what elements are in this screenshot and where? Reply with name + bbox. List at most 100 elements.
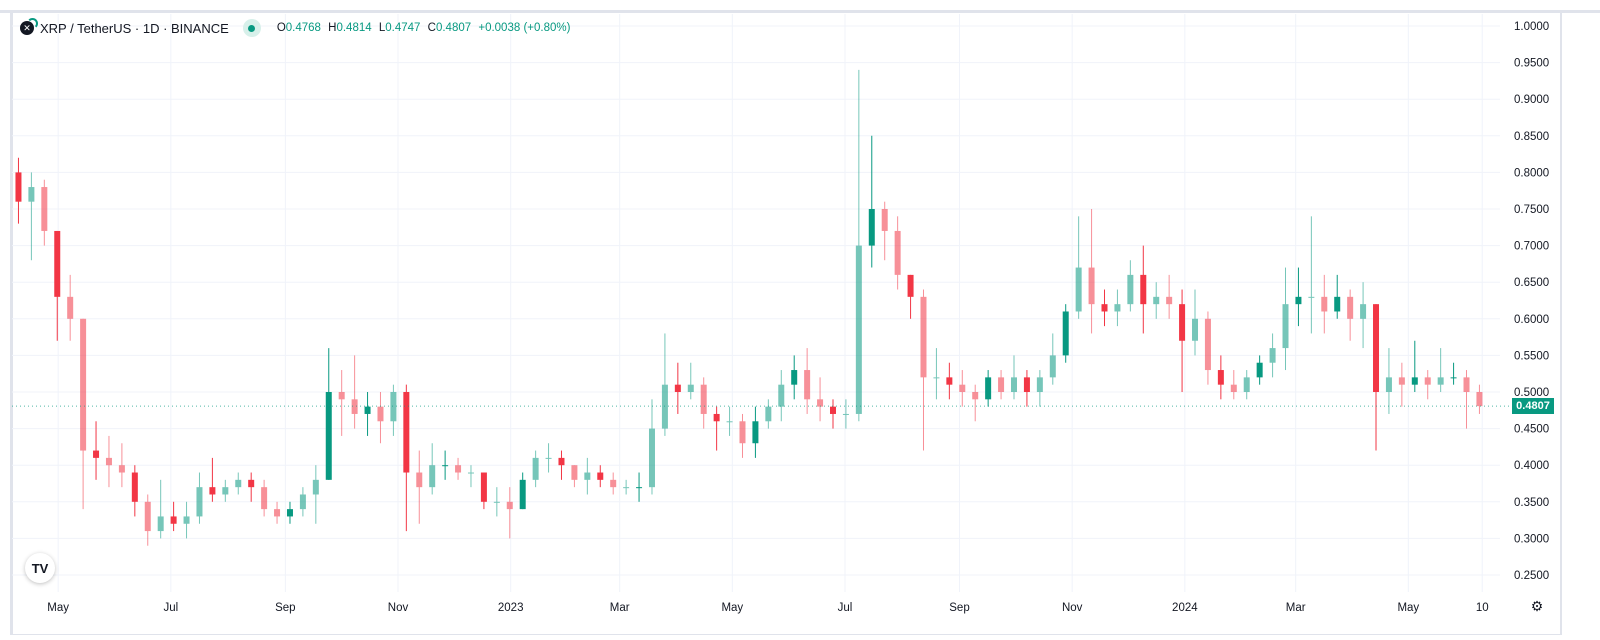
candle-body <box>1062 311 1069 356</box>
candle-up <box>1049 333 1056 385</box>
candle-up <box>299 487 306 517</box>
settings-gear-icon[interactable]: ⚙ <box>1530 598 1544 614</box>
candle-down <box>1230 370 1237 400</box>
tradingview-logo[interactable]: TV <box>25 553 55 583</box>
price-tick-label: 0.8500 <box>1514 131 1549 143</box>
candle-down <box>972 384 979 422</box>
candle-down <box>1373 304 1380 451</box>
candle-up <box>1411 340 1418 392</box>
candle-body <box>933 377 940 379</box>
candle-body <box>700 384 707 414</box>
candle-down <box>1088 209 1095 334</box>
candle-body <box>1360 304 1367 319</box>
price-tick-label: 0.7500 <box>1514 204 1549 216</box>
candle-body <box>1101 304 1108 312</box>
open-label: O <box>276 22 286 34</box>
candle-body <box>726 421 733 423</box>
candle-up <box>1114 289 1121 327</box>
candle-body <box>1075 267 1082 312</box>
candle-body <box>351 399 358 414</box>
change-value: +0.0038 (+0.80%) <box>478 22 571 34</box>
candle-down <box>700 377 707 429</box>
candle-body <box>286 509 293 517</box>
candle-body <box>752 421 759 444</box>
candle-down <box>506 487 513 539</box>
time-tick-label: Jul <box>163 602 178 614</box>
candle-body <box>131 472 138 502</box>
candle-body <box>1256 362 1263 378</box>
candle-body <box>274 509 281 517</box>
candle-body <box>636 487 643 489</box>
candle-body <box>687 384 694 392</box>
price-tick-label: 0.2500 <box>1514 570 1549 582</box>
candle-up <box>1282 267 1289 371</box>
time-tick-label: Mar <box>610 602 630 614</box>
candle-down <box>480 472 487 510</box>
candle-down <box>817 377 824 422</box>
candle-body <box>972 392 979 400</box>
candle-down <box>920 289 927 451</box>
candle-up <box>933 348 940 400</box>
candle-down <box>881 201 888 261</box>
chart-legend: ✕ XRP / TetherUS · 1D · BINANCE O0.4768 … <box>20 18 575 37</box>
candle-down <box>93 421 100 480</box>
candle-down <box>54 230 61 341</box>
candle-down <box>1140 245 1147 334</box>
candle-body <box>1114 304 1121 312</box>
candle-body <box>623 487 630 489</box>
candle-down <box>15 157 22 224</box>
ohlc-values: O0.4768 H0.4814 L0.4747 C0.4807 +0.0038 … <box>277 22 575 34</box>
candle-up <box>1450 362 1457 385</box>
candle-up <box>1269 333 1276 378</box>
candle-body <box>1127 274 1134 305</box>
candle-body <box>222 487 229 495</box>
time-tick-label: Jul <box>838 602 853 614</box>
price-tick-label: 0.8000 <box>1514 167 1549 179</box>
price-tick-label: 0.4500 <box>1514 424 1549 436</box>
candle-up <box>222 479 229 502</box>
candle-down <box>1101 289 1108 327</box>
candle-body <box>998 377 1005 392</box>
candle-up <box>1360 282 1367 349</box>
candle-up <box>584 457 591 495</box>
candle-body <box>817 399 824 407</box>
candle-body <box>506 501 513 510</box>
candle-down <box>455 457 462 480</box>
top-toolbar-edge <box>0 0 1600 13</box>
candle-down <box>674 362 681 414</box>
time-tick-label: Nov <box>1062 602 1083 614</box>
candle-body <box>804 370 811 400</box>
candle-down <box>804 348 811 414</box>
low-value: 0.4747 <box>385 22 421 34</box>
xrp-logo-icon: ✕ <box>20 18 38 35</box>
candle-up <box>183 501 190 539</box>
candle-down <box>209 457 216 502</box>
candle-up <box>312 465 319 524</box>
candle-body <box>429 465 436 488</box>
candle-body <box>41 187 48 231</box>
candle-body <box>946 377 953 385</box>
market-status-icon[interactable] <box>242 19 261 37</box>
candle-body <box>1269 348 1276 363</box>
time-tick-label: Sep <box>949 602 969 614</box>
candle-body <box>1424 377 1431 385</box>
candle-body <box>1204 318 1211 371</box>
candle-body <box>299 494 306 510</box>
candle-up <box>545 443 552 473</box>
candle-body <box>93 450 100 458</box>
symbol-title[interactable]: XRP / TetherUS · 1D · BINANCE <box>40 20 229 36</box>
candle-body <box>1049 355 1056 378</box>
candle-body <box>545 457 552 459</box>
candle-body <box>648 428 655 488</box>
price-tick-label: 0.5500 <box>1514 350 1549 362</box>
candle-up <box>325 348 332 480</box>
price-tick-label: 0.7000 <box>1514 241 1549 253</box>
close-label: C <box>427 22 436 34</box>
grid-lines <box>12 14 1500 592</box>
candle-down <box>946 362 953 400</box>
time-axis: May Jul Sep Nov 2023 Mar May Jul Sep Nov 2024 Mar Ma… <box>47 602 1488 614</box>
time-tick-label: May <box>1397 602 1419 614</box>
candle-body <box>985 377 992 400</box>
candle-down <box>558 450 565 480</box>
